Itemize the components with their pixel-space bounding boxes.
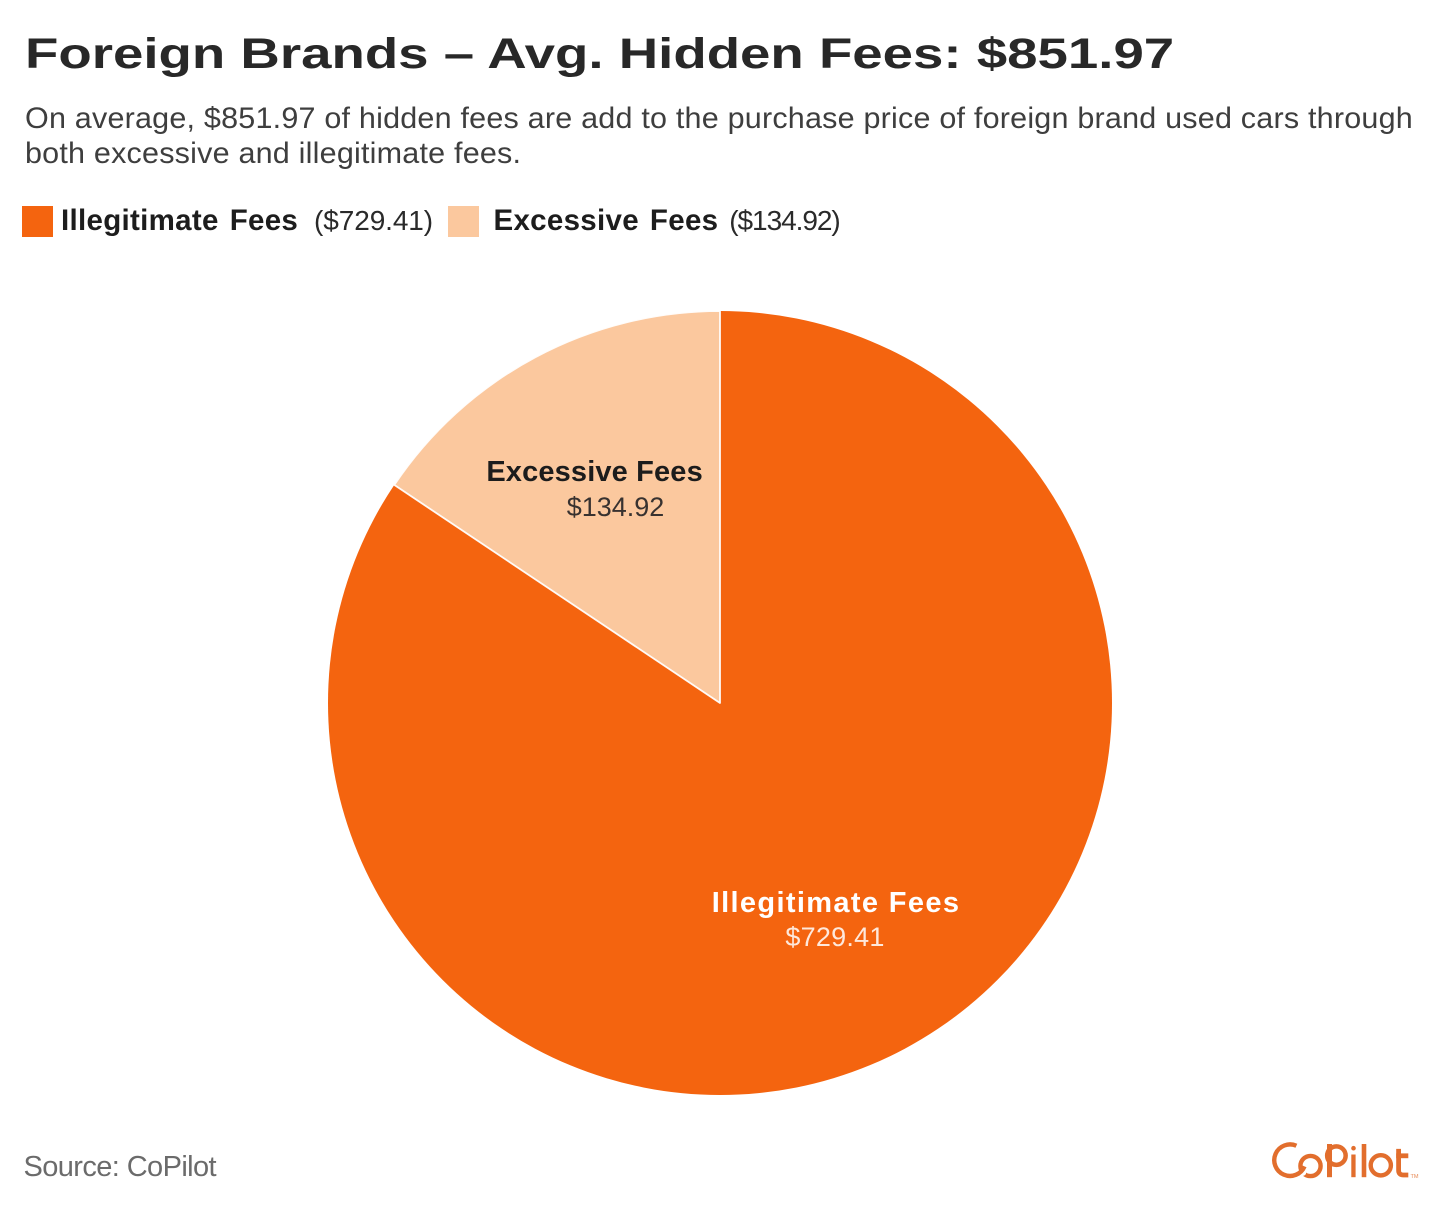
svg-text:TM: TM xyxy=(1411,1174,1419,1180)
